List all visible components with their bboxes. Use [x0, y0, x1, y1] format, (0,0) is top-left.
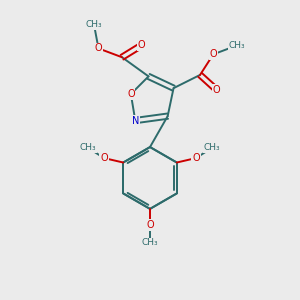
Text: O: O [212, 85, 220, 94]
Text: O: O [127, 89, 135, 99]
Text: O: O [209, 49, 217, 59]
Text: O: O [137, 40, 145, 50]
Text: CH₃: CH₃ [229, 41, 245, 50]
Text: CH₃: CH₃ [204, 143, 220, 152]
Text: O: O [95, 44, 102, 53]
Text: CH₃: CH₃ [86, 20, 102, 29]
Text: CH₃: CH₃ [142, 238, 158, 247]
Text: O: O [192, 153, 200, 163]
Text: N: N [132, 116, 139, 126]
Text: O: O [146, 220, 154, 230]
Text: O: O [100, 153, 108, 163]
Text: CH₃: CH₃ [80, 143, 96, 152]
